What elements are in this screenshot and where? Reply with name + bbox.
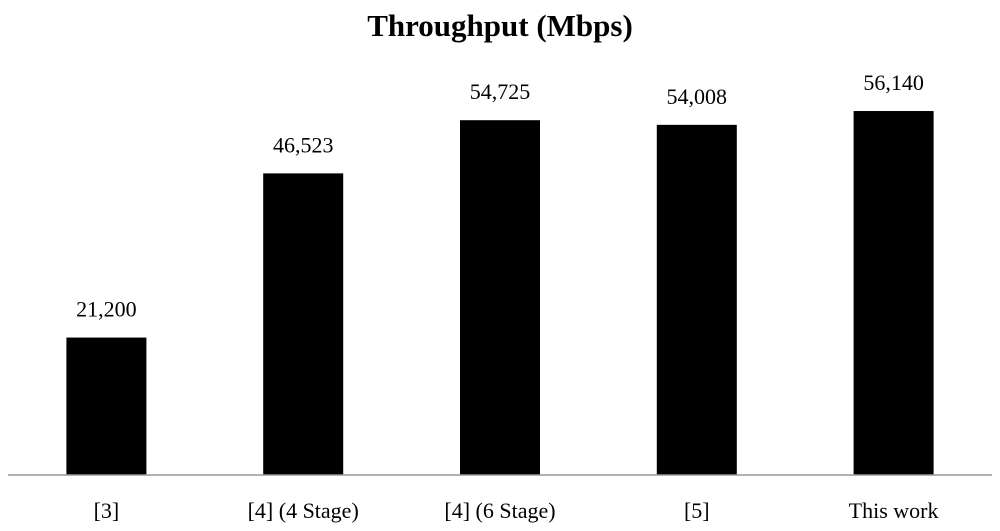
value-label: 54,725: [470, 79, 531, 104]
chart-title: Throughput (Mbps): [367, 8, 633, 43]
bar: [460, 120, 540, 475]
bar: [66, 337, 147, 475]
x-tick-label: This work: [849, 498, 939, 523]
x-tick-label: [3]: [94, 498, 120, 523]
x-tick-label: [4] (6 Stage): [444, 498, 555, 523]
bar: [853, 111, 934, 475]
value-label: 56,140: [863, 70, 924, 95]
value-label: 46,523: [273, 132, 334, 157]
bar: [656, 124, 737, 475]
x-tick-label: [5]: [684, 498, 710, 523]
value-label: 54,008: [667, 84, 728, 109]
value-label: 21,200: [76, 297, 137, 322]
bar: [263, 173, 344, 475]
x-tick-label: [4] (4 Stage): [248, 498, 359, 523]
